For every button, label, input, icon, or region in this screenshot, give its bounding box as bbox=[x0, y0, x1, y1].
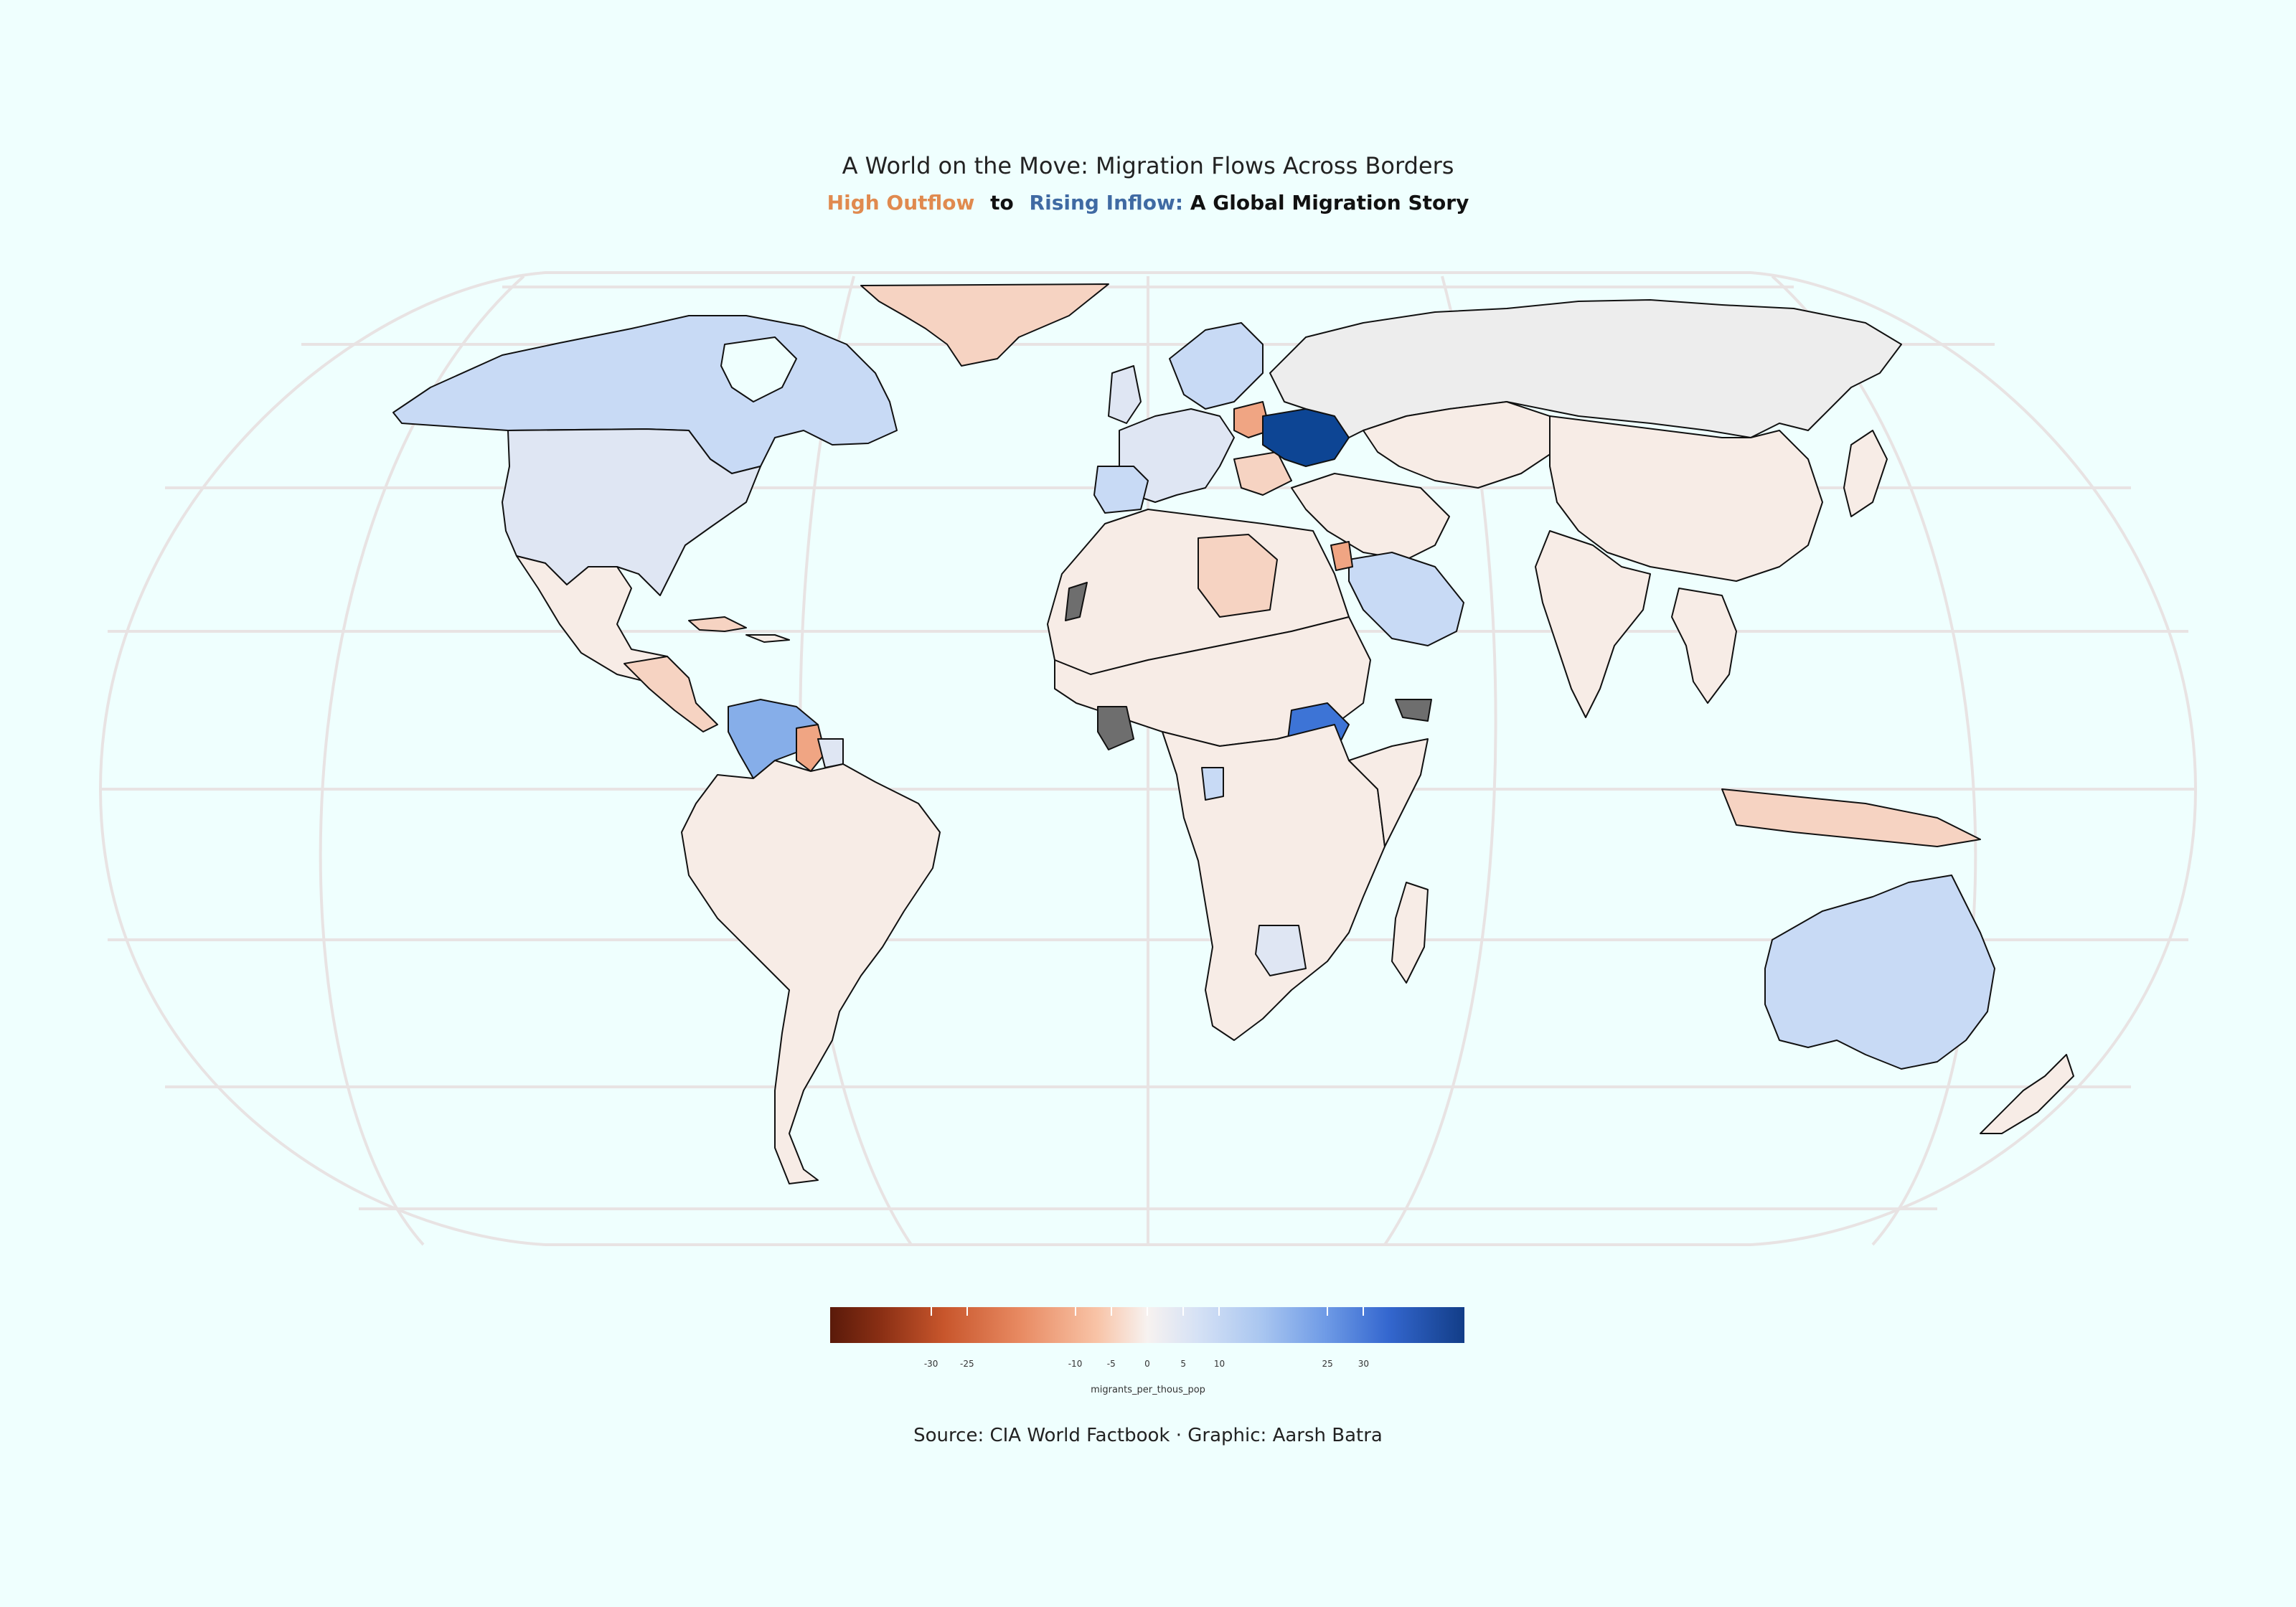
legend-tick-label: 10 bbox=[1213, 1359, 1225, 1369]
legend-tick-label: 0 bbox=[1144, 1359, 1150, 1369]
subtitle-outflow: High Outflow bbox=[827, 191, 975, 215]
legend-tick-mark bbox=[1147, 1307, 1148, 1316]
country-japan bbox=[1843, 430, 1888, 517]
legend-tick-label: -5 bbox=[1106, 1359, 1116, 1369]
country-libya bbox=[1198, 534, 1278, 618]
country-mexico bbox=[516, 555, 668, 682]
region-central-america bbox=[624, 656, 718, 732]
country-madagascar bbox=[1391, 882, 1429, 984]
region-balkans bbox=[1233, 451, 1292, 496]
legend-tick-mark bbox=[1182, 1307, 1185, 1316]
country-guyana bbox=[796, 724, 826, 772]
country-india bbox=[1535, 530, 1651, 718]
chart-title: A World on the Move: Migration Flows Acr… bbox=[842, 152, 1454, 179]
country-syria bbox=[1330, 541, 1353, 571]
region-western-sahara bbox=[1065, 582, 1088, 621]
country-uk bbox=[1108, 365, 1142, 424]
hudson-bay bbox=[720, 336, 797, 402]
region-middle-east bbox=[1291, 473, 1450, 560]
country-saudi-arabia bbox=[1348, 552, 1464, 646]
legend-tick-label: -30 bbox=[923, 1359, 938, 1369]
region-caribbean-2 bbox=[745, 634, 790, 643]
country-suriname bbox=[817, 738, 844, 768]
legend-tick-label: -10 bbox=[1068, 1359, 1083, 1369]
legend-tick-label: -25 bbox=[960, 1359, 974, 1369]
country-australia bbox=[1764, 875, 1995, 1070]
legend-tick-label: 25 bbox=[1322, 1359, 1333, 1369]
country-usa bbox=[502, 428, 761, 596]
region-central-asia bbox=[1363, 401, 1565, 489]
legend-tick-label: 5 bbox=[1180, 1359, 1187, 1369]
subtitle-inflow: Rising Inflow: bbox=[1029, 191, 1184, 215]
region-caribbean bbox=[688, 616, 747, 632]
legend-tick-mark bbox=[930, 1307, 932, 1316]
legend-title: migrants_per_thous_pop bbox=[1091, 1385, 1205, 1395]
legend-tick-mark bbox=[1363, 1307, 1365, 1316]
source-caption: Source: CIA World Factbook · Graphic: Aa… bbox=[913, 1425, 1383, 1446]
legend-tick-mark bbox=[1218, 1307, 1220, 1316]
region-indonesia bbox=[1721, 788, 1981, 847]
subtitle-rest: A Global Migration Story bbox=[1190, 191, 1469, 215]
country-spain bbox=[1093, 466, 1149, 514]
chart-subtitle: High Outflow to Rising Inflow: A Global … bbox=[0, 191, 2296, 215]
region-scandinavia bbox=[1169, 322, 1264, 410]
legend-tick-mark bbox=[1074, 1307, 1076, 1316]
country-new-zealand bbox=[1980, 1054, 2074, 1134]
country-venezuela bbox=[728, 699, 819, 779]
region-central-africa bbox=[1162, 724, 1385, 1041]
legend-tick-mark bbox=[966, 1307, 968, 1316]
region-ivory-coast bbox=[1097, 706, 1134, 750]
country-russia bbox=[1269, 299, 1902, 438]
legend-tick-label: 30 bbox=[1358, 1359, 1369, 1369]
region-east-africa bbox=[1348, 738, 1429, 847]
country-poland bbox=[1233, 401, 1271, 438]
region-botswana bbox=[1255, 925, 1307, 976]
country-china bbox=[1549, 415, 1823, 582]
region-somalia bbox=[1395, 699, 1432, 722]
legend-tick-mark bbox=[1110, 1307, 1112, 1316]
country-gabon bbox=[1201, 767, 1224, 801]
country-greenland bbox=[860, 283, 1109, 367]
country-brazil-region bbox=[681, 760, 941, 1184]
subtitle-connector: to bbox=[990, 191, 1014, 215]
legend-tick-mark bbox=[1327, 1307, 1329, 1316]
region-southeast-asia bbox=[1671, 588, 1737, 704]
